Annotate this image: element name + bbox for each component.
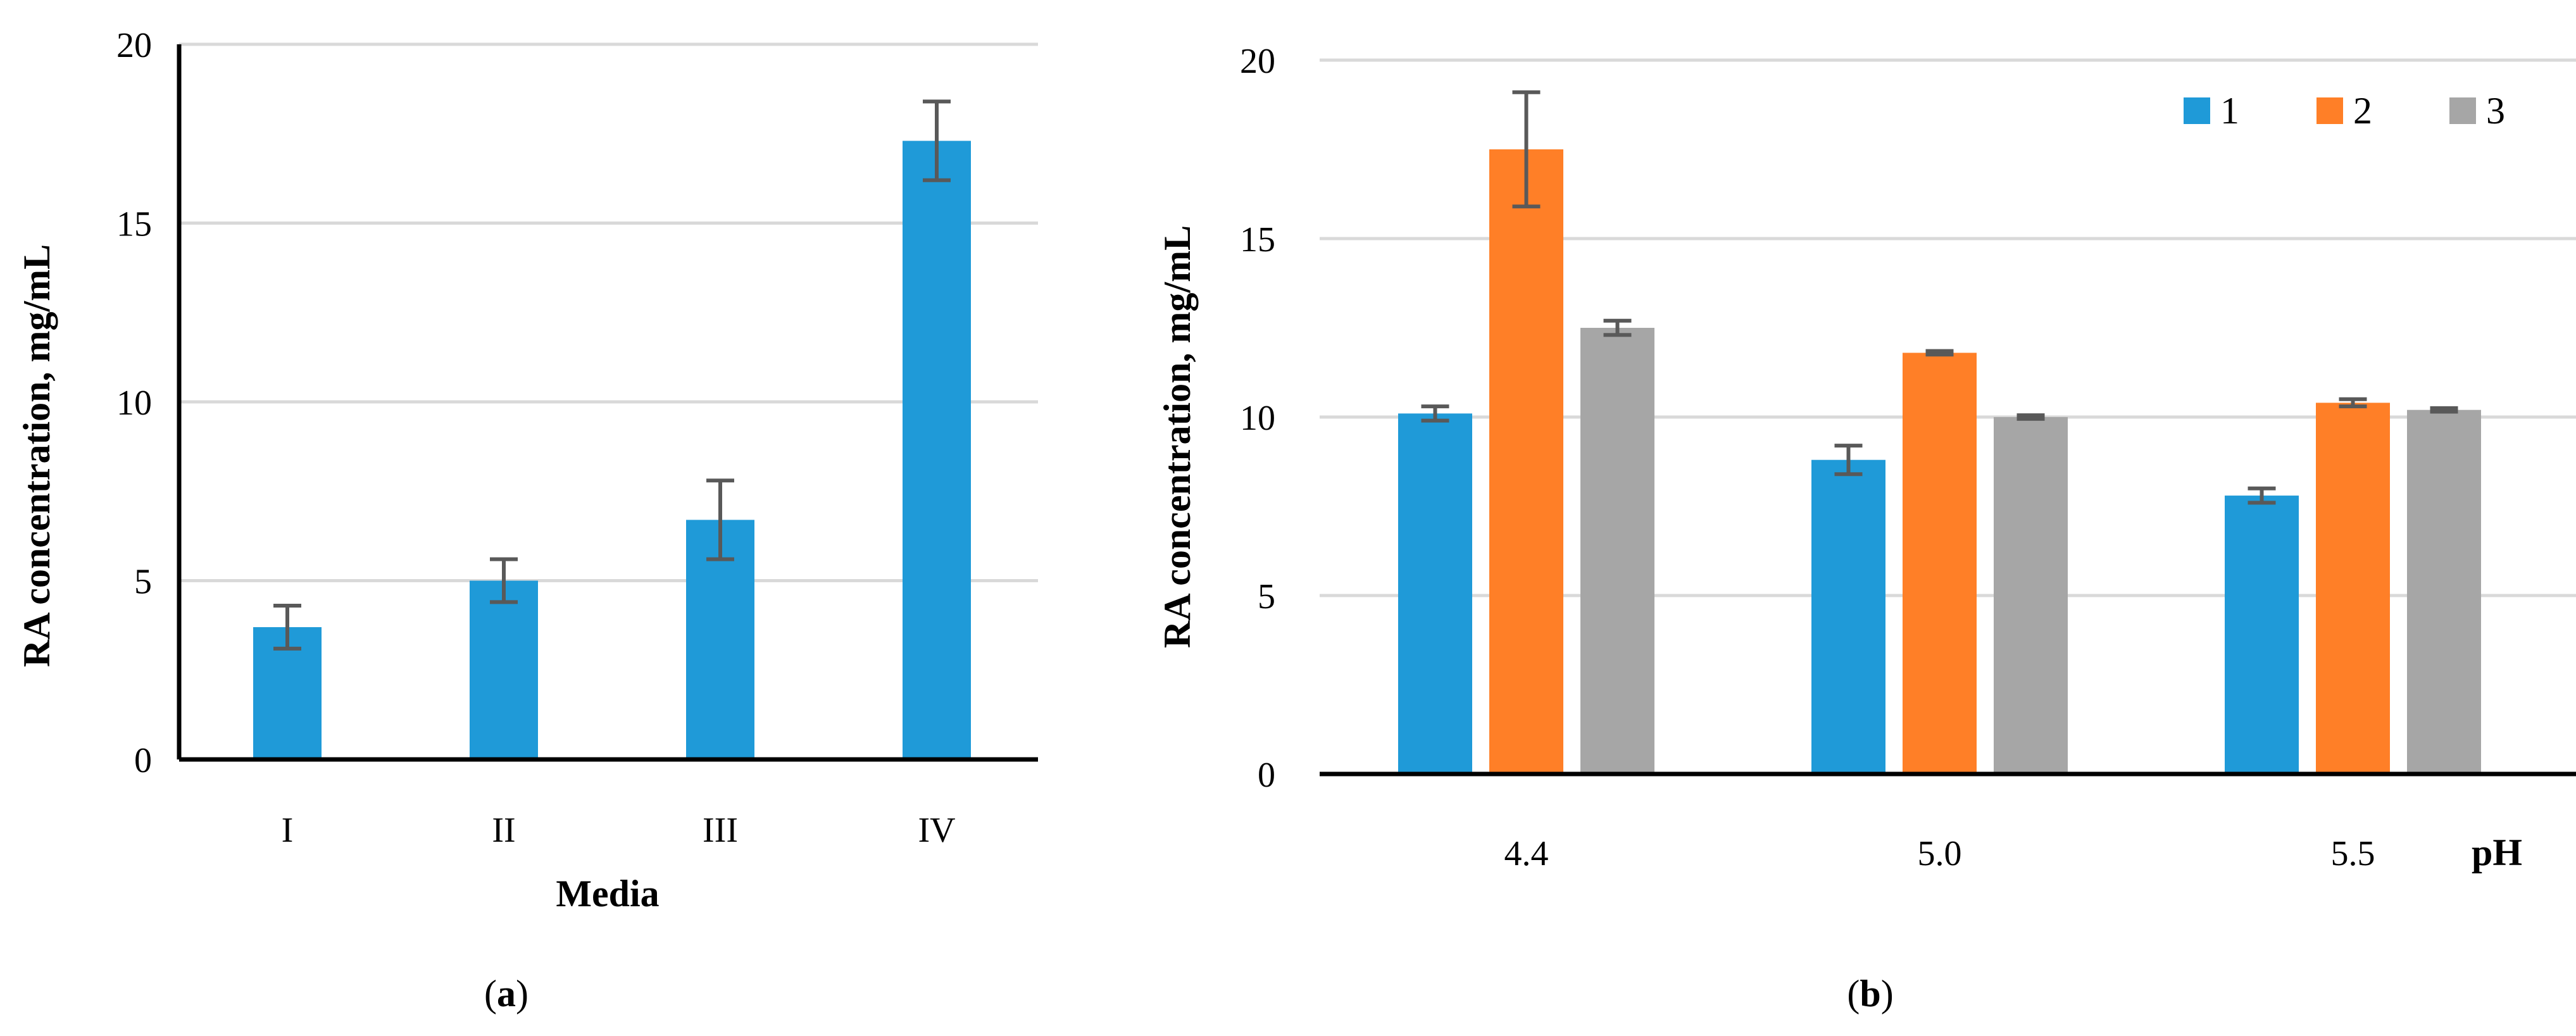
panel-label-a: (a) [484, 973, 528, 1014]
x-tick-labels: I II III IV [282, 811, 956, 850]
legend-label: 2 [2353, 90, 2372, 132]
bars [253, 140, 971, 760]
error-bar [2016, 413, 2045, 421]
x-tick-label: II [492, 811, 515, 850]
error-bar [2430, 406, 2458, 414]
y-tick-label: 5 [134, 563, 152, 602]
bar [2316, 403, 2390, 774]
y-axis-title: RA concentration, mg/mL [1156, 225, 1198, 648]
bar [1811, 459, 1885, 774]
bar [1903, 353, 1977, 774]
y-tick-label: 10 [1240, 399, 1275, 438]
x-tick-label: I [282, 811, 294, 850]
error-bar [1512, 90, 1541, 209]
bar [1398, 413, 1472, 774]
y-tick-label: 15 [116, 205, 152, 244]
error-bar [2248, 486, 2276, 505]
x-axis-title: Media [556, 873, 659, 914]
y-tick-label: 20 [1240, 42, 1275, 81]
x-tick-label: III [703, 811, 738, 850]
error-bar [2339, 397, 2367, 409]
x-tick-label: 4.4 [1504, 834, 1549, 873]
x-tick-label: IV [918, 811, 955, 850]
y-tick-label: 5 [1258, 577, 1275, 616]
error-bar [490, 557, 518, 604]
gridlines [179, 42, 1038, 582]
bar [903, 140, 971, 760]
legend-swatch [2317, 97, 2343, 124]
chart-panel-b: 0 5 10 15 20 4.4 5.0 5.5 1 2 3 RA concentration,… [1156, 42, 2576, 1014]
bar [2407, 409, 2481, 774]
legend-label: 3 [2486, 90, 2505, 132]
x-tick-label: 5.5 [2331, 834, 2375, 873]
y-tick-labels: 0 5 10 15 20 [116, 26, 152, 780]
y-tick-label: 15 [1240, 220, 1275, 259]
error-bar [1925, 349, 1954, 357]
bar [1994, 417, 2068, 774]
bar [1580, 328, 1654, 774]
error-bar [1834, 444, 1863, 477]
legend: 1 2 3 [2184, 90, 2505, 132]
axes [177, 44, 1038, 762]
panel-label-b: (b) [1847, 973, 1893, 1014]
bar [1489, 149, 1563, 774]
y-tick-label: 0 [134, 741, 152, 780]
y-axis-title: RA concentration, mg/mL [16, 244, 58, 667]
x-tick-label: 5.0 [1918, 834, 1962, 873]
legend-item: 3 [2449, 90, 2505, 132]
x-tick-labels: 4.4 5.0 5.5 [1504, 834, 2375, 873]
x-axis-title: pH [2472, 832, 2522, 873]
legend-item: 1 [2184, 90, 2239, 132]
error-bar [706, 478, 734, 561]
error-bars [273, 99, 951, 651]
bars [1398, 149, 2481, 774]
error-bar [1421, 404, 1449, 423]
error-bar [1603, 318, 1632, 337]
error-bars [1421, 90, 2458, 505]
y-tick-labels: 0 5 10 15 20 [1240, 42, 1275, 795]
y-tick-label: 0 [1258, 756, 1275, 795]
bar [470, 580, 538, 759]
legend-item: 2 [2317, 90, 2372, 132]
error-bar [273, 604, 301, 651]
bar [2225, 496, 2299, 774]
legend-label: 1 [2220, 90, 2239, 132]
y-tick-label: 10 [116, 384, 152, 423]
error-bar [923, 99, 951, 182]
legend-swatch [2449, 97, 2476, 124]
y-tick-label: 20 [116, 26, 152, 65]
legend-swatch [2184, 97, 2210, 124]
